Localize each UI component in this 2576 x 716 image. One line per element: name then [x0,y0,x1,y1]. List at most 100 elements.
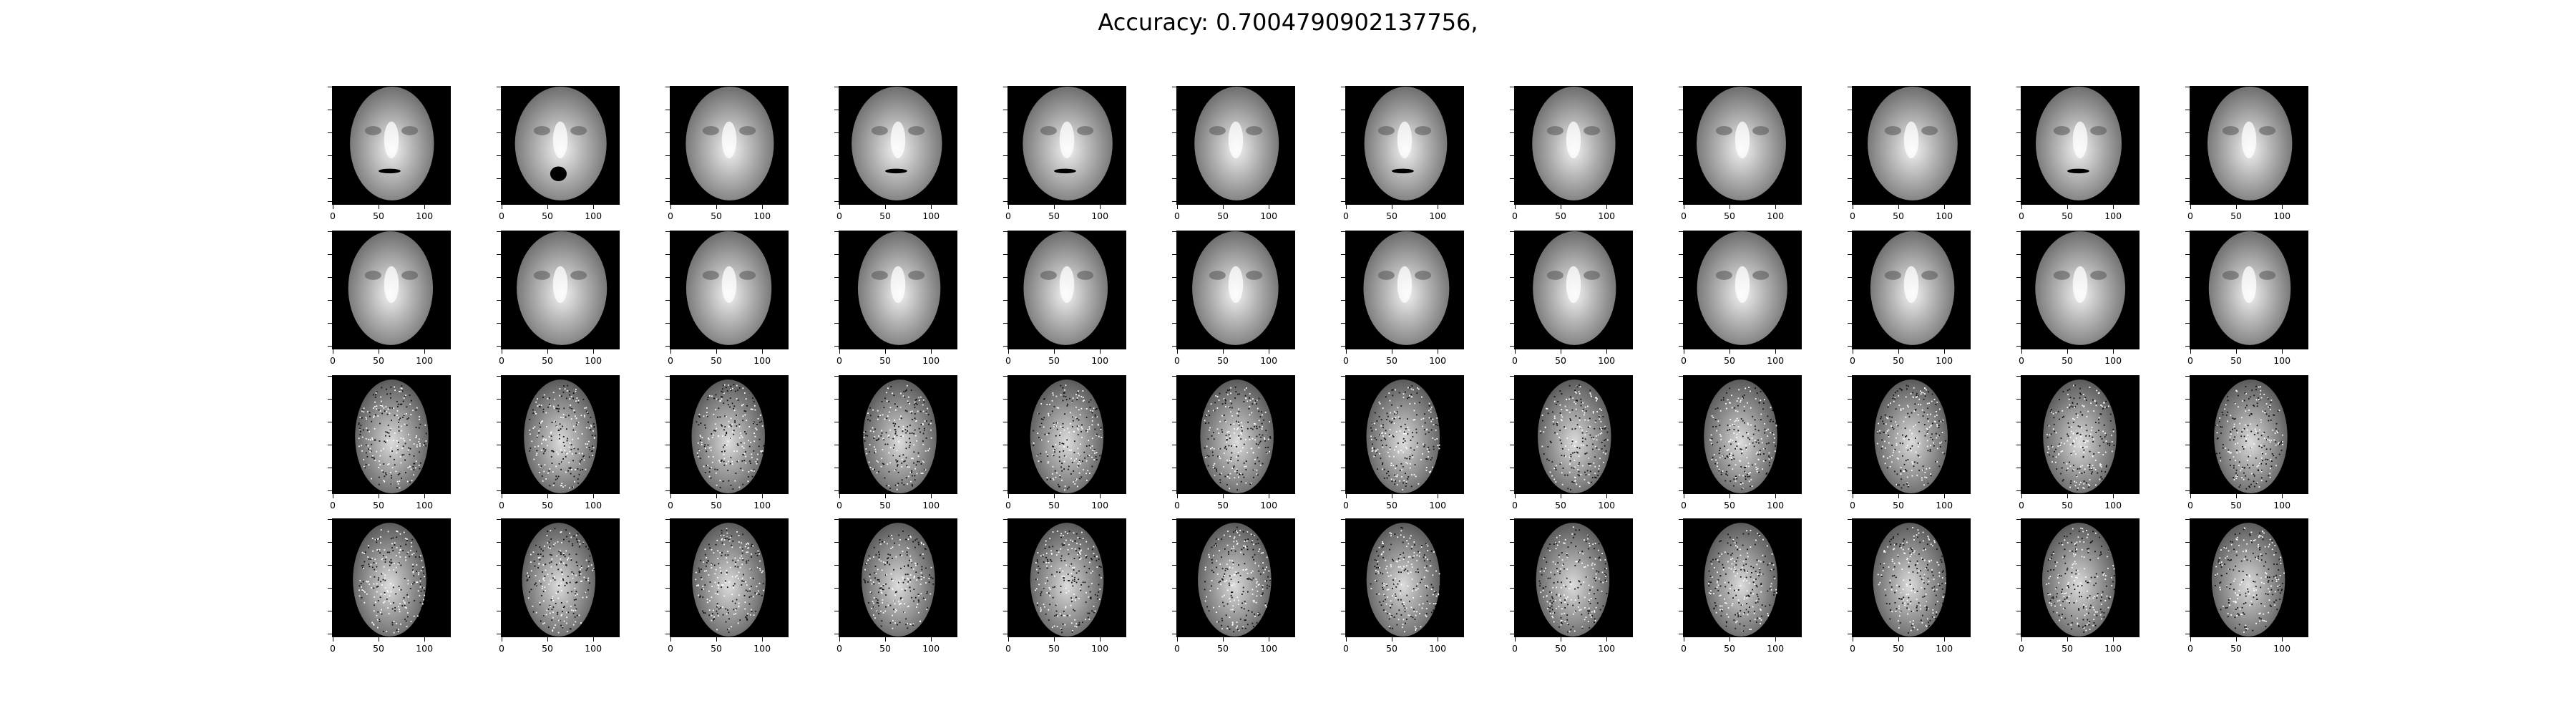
x-tick-label: 0 [1343,500,1349,511]
axes-frame [1514,375,1633,494]
x-tick-mark [1898,494,1900,498]
x-tick-mark [1944,349,1946,354]
x-tick-label: 0 [1512,500,1518,511]
x-tick-mark [762,349,763,354]
x-tick-mark [931,205,932,209]
mouth-hole [885,168,907,174]
y-tick-mark [1848,490,1852,492]
face-image [670,376,788,493]
y-tick-mark [1679,399,1683,400]
x-tick-mark [762,637,763,642]
y-tick-mark [1679,376,1683,377]
x-tick-label: 100 [1260,211,1278,221]
x-tick-label: 0 [1681,500,1687,511]
x-tick-label: 100 [416,355,434,366]
face-image [1008,231,1126,349]
x-tick-label: 50 [373,211,385,221]
x-tick-label: 50 [1386,500,1398,511]
y-tick-mark [328,178,332,180]
y-tick-mark [1679,300,1683,301]
y-tick-mark [497,300,501,301]
x-tick-mark [2190,637,2191,642]
y-tick-mark [1848,376,1852,377]
x-tick-mark [1054,349,1055,354]
face-image [2190,87,2308,204]
axes-frame [839,375,957,494]
x-tick-mark [2021,494,2022,498]
y-tick-mark [2016,231,2021,232]
x-tick-label: 0 [1850,643,1855,654]
y-tick-mark [1341,399,1345,400]
x-tick-mark [2190,494,2191,498]
x-tick-mark [547,637,549,642]
x-tick-mark [1100,494,1101,498]
y-tick-mark [1510,399,1514,400]
face-shape [1366,523,1440,637]
y-tick-mark [1172,376,1176,377]
x-tick-label: 0 [1174,211,1180,221]
y-tick-mark [1510,178,1514,180]
y-tick-mark [834,399,839,400]
y-tick-mark [1679,519,1683,520]
y-tick-mark [834,565,839,566]
face-image [1008,87,1126,204]
x-tick-mark [931,349,932,354]
x-tick-label: 50 [1893,355,1905,366]
y-tick-mark [1848,519,1852,520]
y-tick-mark [1848,542,1852,543]
x-tick-label: 100 [2104,355,2122,366]
x-tick-label: 0 [330,500,336,511]
x-tick-mark [1775,349,1777,354]
x-tick-mark [1729,494,1731,498]
x-tick-mark [1008,494,1009,498]
y-tick-mark [497,588,501,589]
x-tick-mark [547,349,549,354]
y-tick-mark [1172,254,1176,256]
x-tick-mark [2021,205,2022,209]
x-tick-mark [1515,349,1516,354]
x-tick-label: 50 [1217,211,1229,221]
y-tick-mark [1848,588,1852,589]
x-tick-label: 0 [1850,500,1855,511]
y-tick-mark [665,588,670,589]
x-tick-label: 50 [1555,211,1567,221]
x-tick-mark [1775,205,1777,209]
x-tick-label: 50 [1893,211,1905,221]
y-tick-mark [834,346,839,347]
x-tick-mark [1008,349,1009,354]
face-shape [2041,523,2116,637]
y-tick-mark [1172,346,1176,347]
y-tick-mark [1510,155,1514,157]
mouth-hole [550,166,567,181]
x-tick-mark [1100,205,1101,209]
x-tick-mark [1775,494,1777,498]
axes-frame [1345,375,1464,494]
y-tick-mark [497,490,501,492]
x-tick-label: 50 [1893,500,1905,511]
x-tick-label: 50 [542,355,554,366]
y-tick-mark [328,300,332,301]
face-image [2190,519,2308,637]
y-tick-mark [1848,300,1852,301]
x-tick-mark [2236,494,2238,498]
x-tick-mark [1515,205,1516,209]
x-tick-label: 0 [1005,643,1011,654]
x-tick-label: 50 [1386,355,1398,366]
x-tick-label: 100 [2273,211,2291,221]
x-tick-label: 0 [1343,355,1349,366]
y-tick-mark [1341,178,1345,180]
axes-frame [1514,231,1633,349]
face-image [670,87,788,204]
y-tick-mark [1848,178,1852,180]
face-image [1346,87,1463,204]
x-tick-mark [1606,205,1608,209]
y-tick-mark [1341,519,1345,520]
face-image [1853,231,1970,349]
x-tick-label: 0 [1174,643,1180,654]
y-tick-mark [2185,323,2190,324]
x-tick-label: 50 [1217,355,1229,366]
x-tick-mark [2282,349,2283,354]
y-tick-mark [1848,565,1852,566]
y-tick-mark [665,254,670,256]
x-tick-mark [1898,349,1900,354]
